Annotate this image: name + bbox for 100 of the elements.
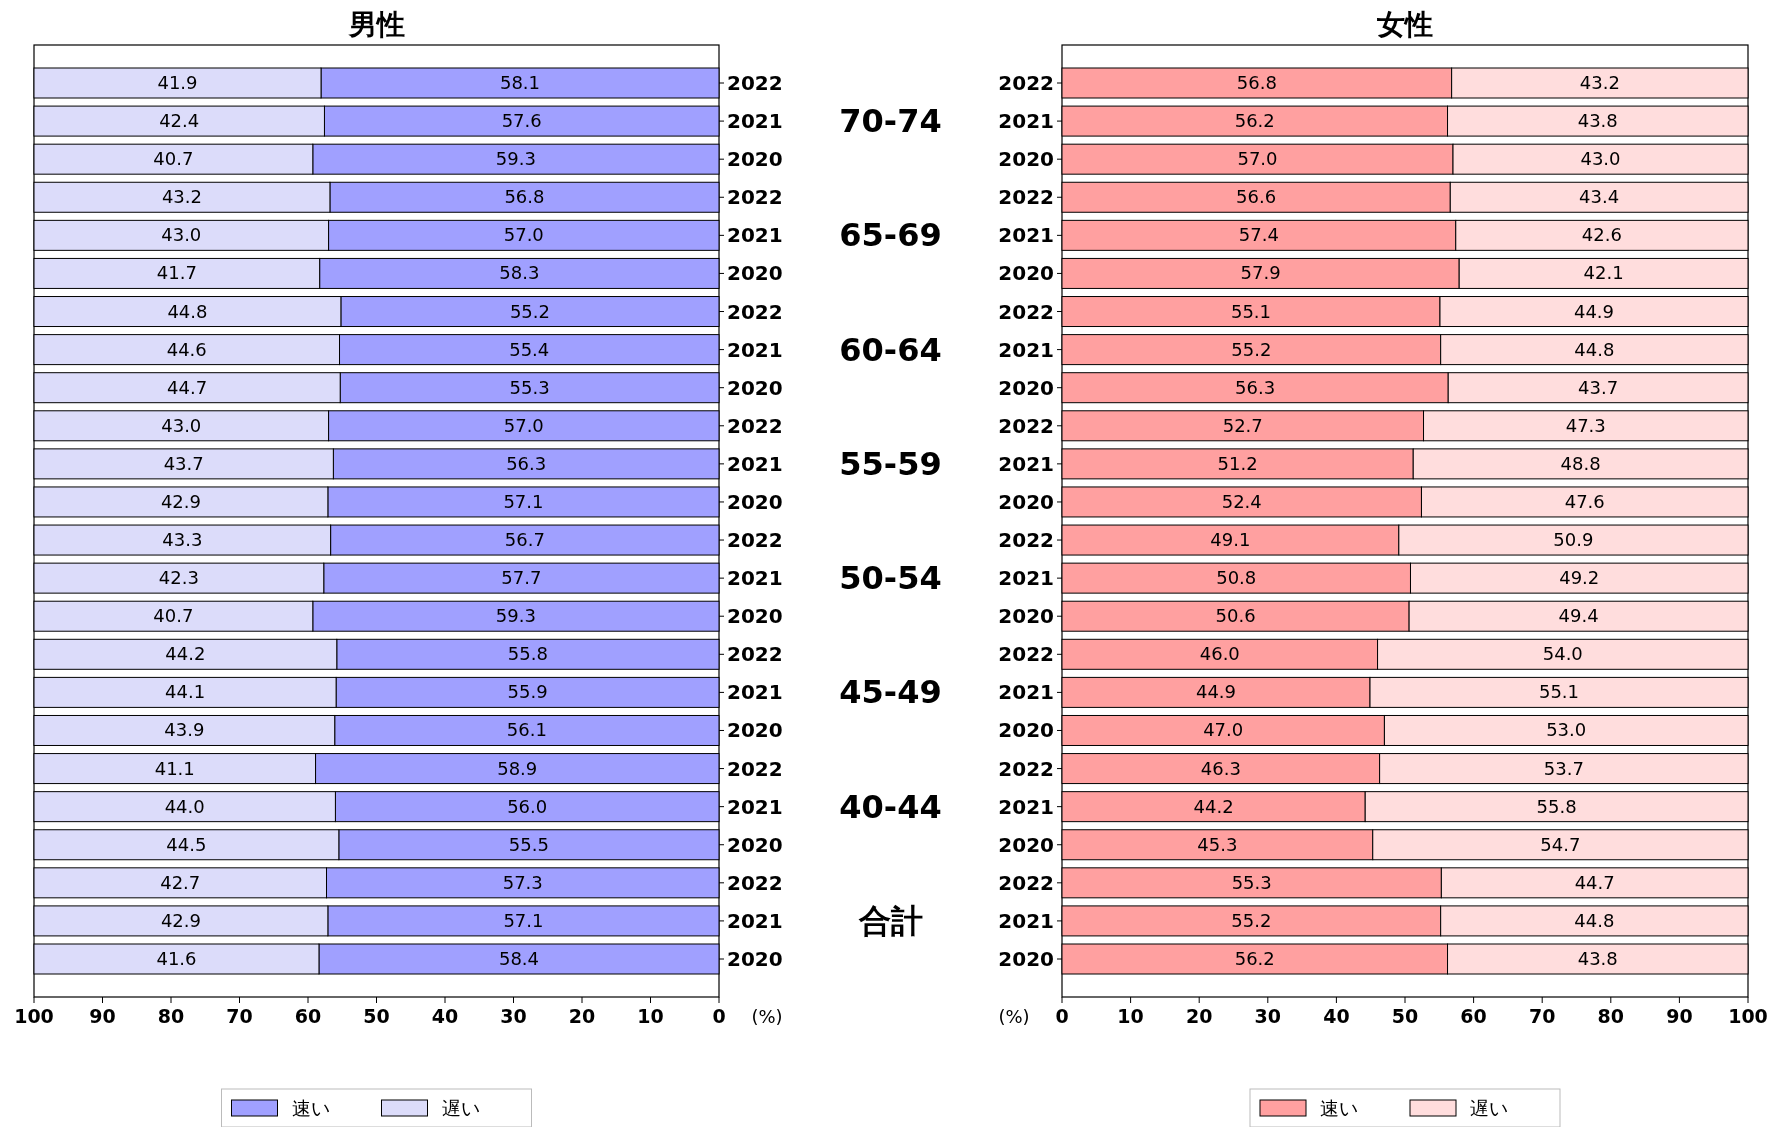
data-label: 44.7	[167, 376, 208, 398]
y-tick-label: 2020	[727, 832, 783, 857]
data-label: 44.8	[167, 300, 208, 322]
x-tick-label: 40	[1323, 1005, 1350, 1027]
data-label: 47.0	[1203, 719, 1244, 741]
x-tick-label: 60	[294, 1005, 322, 1027]
x-tick-label: 100	[14, 1005, 54, 1027]
data-label: 44.2	[1193, 795, 1234, 817]
data-label: 49.2	[1559, 567, 1600, 589]
x-tick-label: 10	[637, 1005, 664, 1027]
data-label: 42.9	[160, 490, 201, 512]
text: 55-59	[839, 444, 942, 483]
data-label: 58.4	[498, 948, 540, 969]
y-tick-label: 2021	[727, 223, 783, 248]
y-tick-label: 2020	[727, 718, 783, 743]
data-label: 50.8	[1216, 567, 1257, 589]
data-label: 42.6	[1581, 224, 1622, 246]
y-tick-label: 2021	[727, 566, 783, 591]
y-tick-label: 2020	[727, 489, 783, 514]
data-label: 44.7	[1574, 871, 1615, 893]
data-label: 43.9	[164, 719, 205, 741]
data-label: 56.1	[506, 719, 547, 741]
y-tick-label: 2020	[727, 604, 783, 629]
data-label: 56.0	[507, 795, 548, 817]
data-label: 50.6	[1215, 605, 1256, 627]
data-label: 57.1	[503, 909, 544, 931]
data-label: 55.2	[509, 300, 550, 322]
data-label: 59.3	[495, 605, 536, 627]
data-label: 56.3	[506, 452, 547, 474]
data-label: 44.9	[1195, 681, 1237, 703]
y-tick-label: 2020	[998, 604, 1054, 629]
data-label: 56.2	[1234, 948, 1275, 969]
y-tick-label: 2021	[727, 337, 783, 362]
data-label: 54.7	[1540, 833, 1581, 855]
data-label: 57.1	[503, 490, 544, 512]
data-label: 56.3	[1235, 376, 1276, 398]
legend-label: 遅い	[1470, 1097, 1508, 1119]
text: 65-69	[839, 216, 942, 255]
data-label: 43.0	[161, 414, 202, 436]
data-label: 57.0	[1237, 148, 1278, 170]
x-tick-label: 90	[89, 1005, 116, 1027]
data-label: 46.0	[1199, 643, 1240, 665]
data-label: 57.7	[501, 567, 542, 589]
text: 50-54	[839, 559, 942, 598]
data-label: 42.9	[160, 909, 201, 931]
y-tick-label: 2020	[998, 489, 1054, 514]
data-label: 41.9	[157, 72, 198, 93]
y-tick-label: 2022	[998, 870, 1054, 895]
y-tick-label: 2021	[727, 794, 783, 819]
y-tick-label: 2022	[727, 299, 783, 324]
data-label: 44.5	[166, 833, 207, 855]
data-label: 51.2	[1217, 452, 1258, 474]
data-label: 44.8	[1574, 909, 1615, 931]
legend-label: 速い	[291, 1097, 330, 1119]
data-label: 43.4	[1579, 186, 1620, 208]
y-tick-label: 2022	[727, 642, 783, 667]
data-label: 47.6	[1564, 490, 1605, 512]
data-label: 41.1	[154, 757, 195, 779]
y-tick-label: 2022	[998, 756, 1054, 781]
data-label: 56.2	[1234, 110, 1275, 132]
data-label: 59.3	[495, 148, 536, 170]
y-tick-label: 2022	[998, 642, 1054, 667]
x-tick-label: 70	[1528, 1005, 1556, 1027]
data-label: 58.3	[499, 262, 540, 284]
data-label: 43.8	[1577, 948, 1618, 969]
y-tick-label: 2021	[998, 451, 1054, 476]
data-label: 41.6	[156, 948, 197, 969]
data-label: 43.2	[1579, 72, 1620, 93]
data-label: 43.7	[163, 452, 204, 474]
data-label: 41.7	[156, 262, 197, 284]
x-tick-label: 80	[1597, 1005, 1625, 1027]
data-label: 47.3	[1565, 414, 1606, 436]
x-tick-label: 60	[1460, 1005, 1487, 1027]
x-tick-label: 30	[1254, 1005, 1282, 1027]
y-tick-label: 2021	[998, 337, 1054, 362]
x-tick-label: 10	[1117, 1005, 1144, 1027]
x-tick-label: 0	[1055, 1005, 1069, 1027]
data-label: 44.8	[1574, 338, 1615, 360]
text: 45-49	[839, 673, 942, 712]
data-label: 42.7	[160, 871, 201, 893]
y-tick-label: 2021	[727, 908, 783, 933]
data-label: 57.0	[503, 414, 544, 436]
x-tick-label: 50	[363, 1005, 390, 1027]
data-label: 40.7	[153, 605, 194, 627]
y-tick-label: 2020	[727, 261, 783, 286]
data-label: 48.8	[1560, 452, 1601, 474]
data-label: 55.8	[1536, 795, 1577, 817]
x-tick-label: 0	[712, 1005, 726, 1027]
data-label: 57.6	[501, 110, 542, 132]
data-label: 56.8	[1236, 72, 1277, 93]
data-label: 55.3	[1231, 871, 1272, 893]
data-label: 52.4	[1221, 490, 1262, 512]
y-tick-label: 2021	[998, 109, 1054, 134]
text: 合計	[857, 901, 923, 940]
x-tick-label: 20	[568, 1005, 596, 1027]
data-label: 55.1	[1538, 681, 1580, 703]
y-tick-label: 2022	[998, 71, 1054, 95]
x-axis-title: (%)	[998, 1006, 1030, 1027]
data-label: 44.0	[164, 795, 205, 817]
chart-title: 女性	[1376, 8, 1433, 41]
